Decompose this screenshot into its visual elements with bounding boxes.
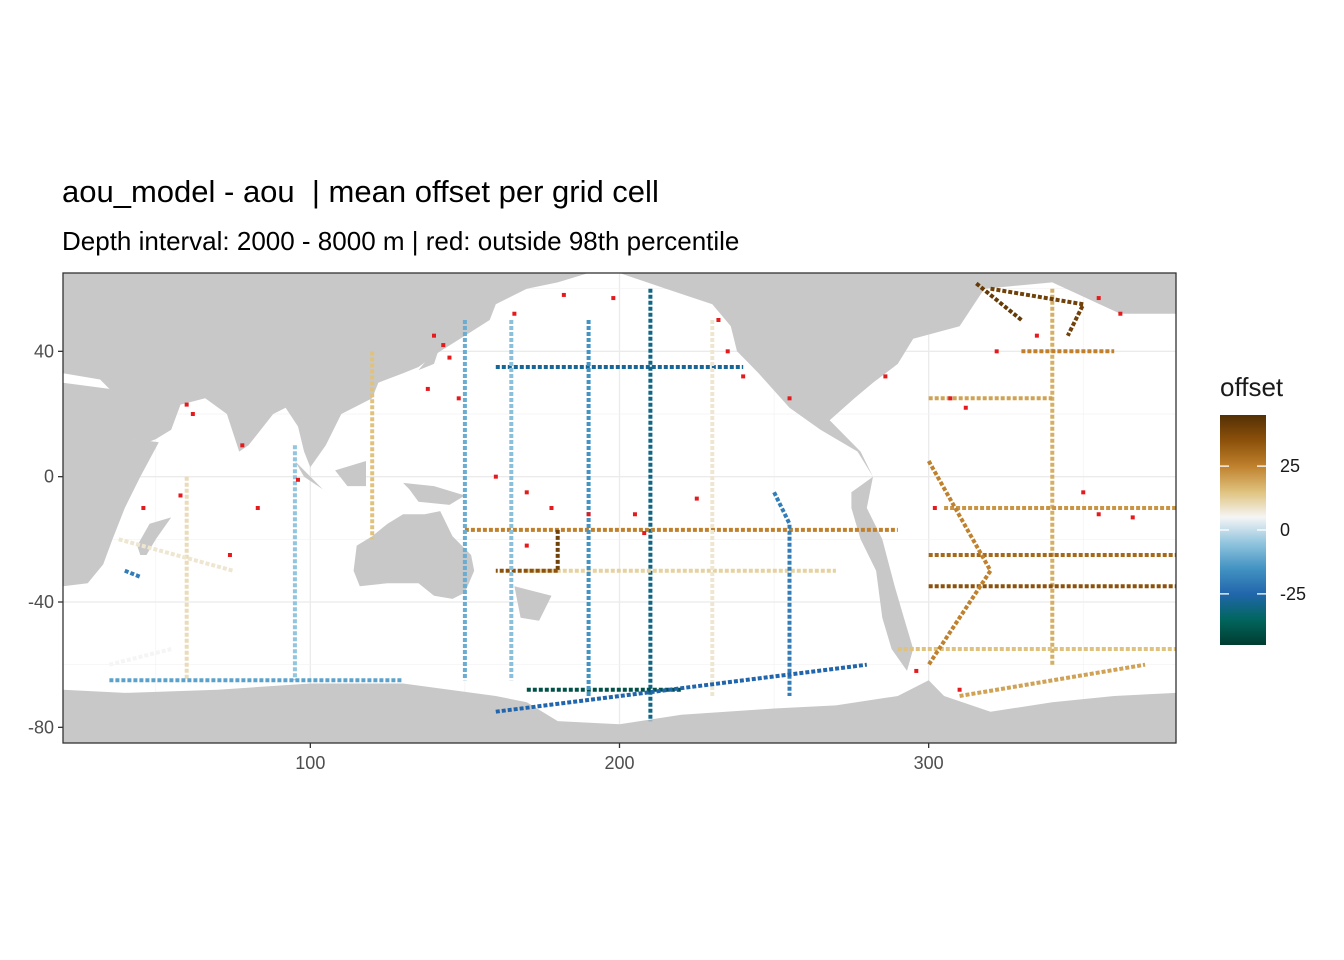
outlier-point xyxy=(716,318,721,322)
outlier-point xyxy=(932,506,937,510)
outlier-point xyxy=(948,396,953,401)
x-tick-label: 300 xyxy=(914,753,944,773)
outlier-point xyxy=(493,474,498,479)
outlier-point xyxy=(456,396,461,401)
outlier-point xyxy=(611,296,616,301)
land-polygon xyxy=(63,680,1176,743)
outlier-point xyxy=(447,355,452,360)
land-polygon xyxy=(403,482,465,505)
outlier-point xyxy=(586,512,591,517)
outlier-point xyxy=(1096,296,1101,301)
y-tick-label: -80 xyxy=(28,717,54,737)
legend-tick-label: 0 xyxy=(1280,520,1290,540)
legend-title: offset xyxy=(1220,372,1284,402)
offset-track xyxy=(124,568,142,579)
land-polygon xyxy=(403,345,441,377)
outlier-point xyxy=(512,311,517,316)
offset-track xyxy=(495,662,868,714)
outlier-point xyxy=(1130,515,1135,520)
outlier-point xyxy=(994,349,999,354)
outlier-point xyxy=(561,292,566,297)
legend: offset 25 0 -25 xyxy=(1220,372,1306,645)
outlier-point xyxy=(1081,490,1086,495)
x-tick-label: 100 xyxy=(295,753,325,773)
outlier-point xyxy=(694,496,699,501)
outlier-point xyxy=(141,506,146,510)
outlier-point xyxy=(190,412,195,416)
outlier-point xyxy=(632,512,637,517)
land-polygon xyxy=(353,511,475,599)
land-polygon xyxy=(63,273,1176,671)
outlier-point xyxy=(725,349,730,354)
outlier-point xyxy=(963,405,968,410)
land-polygon xyxy=(514,586,552,621)
outlier-point xyxy=(524,543,529,548)
outlier-point xyxy=(295,477,300,482)
outlier-point xyxy=(240,443,245,448)
land-polygon xyxy=(916,273,1005,295)
outlier-point xyxy=(957,687,962,692)
outlier-points xyxy=(141,292,1135,692)
outlier-point xyxy=(178,493,183,498)
outlier-point xyxy=(227,553,232,557)
y-tick-label: 0 xyxy=(44,467,54,487)
outlier-point xyxy=(914,668,919,673)
land-layer xyxy=(63,273,1176,743)
land-polygon xyxy=(63,382,159,587)
offset-tracks xyxy=(108,280,1176,722)
outlier-point xyxy=(1118,311,1123,316)
chart-title: aou_model - aou | mean offset per grid c… xyxy=(62,174,659,209)
x-tick-label: 200 xyxy=(604,753,634,773)
offset-track xyxy=(108,647,172,667)
offset-track xyxy=(926,460,993,666)
offset-track xyxy=(973,280,1023,322)
outlier-point xyxy=(549,506,554,510)
outlier-point xyxy=(432,333,436,338)
y-tick-label: -40 xyxy=(28,592,54,612)
y-tick-label: 40 xyxy=(34,341,54,361)
outlier-point xyxy=(787,396,792,401)
legend-tick-label: 25 xyxy=(1280,456,1300,476)
outlier-point xyxy=(441,343,446,348)
outlier-point xyxy=(1096,512,1101,517)
outlier-point xyxy=(184,402,189,407)
legend-tick-label: -25 xyxy=(1280,584,1306,604)
offset-track xyxy=(118,537,234,573)
outlier-point xyxy=(425,386,430,391)
outlier-point xyxy=(1034,333,1039,338)
outlier-point xyxy=(883,374,888,379)
chart-subtitle: Depth interval: 2000 - 8000 m | red: out… xyxy=(62,226,740,256)
land-polygon xyxy=(335,461,366,487)
land-polygon xyxy=(294,461,329,496)
offset-track xyxy=(959,662,1146,698)
outlier-point xyxy=(642,531,647,536)
offset-track xyxy=(990,286,1087,337)
outlier-point xyxy=(255,506,260,510)
outlier-point xyxy=(741,374,746,379)
outlier-point xyxy=(524,490,529,495)
